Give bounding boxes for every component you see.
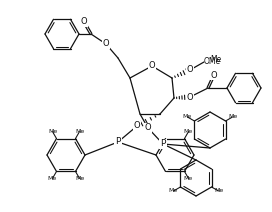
Text: O: O [187,66,193,74]
Text: Me: Me [214,188,223,194]
Text: Me: Me [210,56,221,64]
Text: O: O [187,92,193,102]
Text: Me: Me [48,176,57,181]
Text: Me: Me [184,129,193,134]
Text: O: O [149,61,155,71]
Text: Me: Me [75,176,84,181]
Text: OMe: OMe [204,57,221,67]
Text: P: P [160,139,166,148]
Text: Me: Me [183,114,192,120]
Text: Me: Me [75,129,84,134]
Text: P: P [115,138,121,146]
Text: O: O [134,121,140,131]
Text: O: O [81,18,87,26]
Text: Me: Me [228,114,237,120]
Text: O: O [103,39,109,49]
Text: O: O [211,71,217,80]
Text: Me: Me [184,176,193,181]
Text: O: O [187,66,193,74]
Text: Me: Me [48,129,57,134]
Text: Me: Me [169,188,178,194]
Text: O: O [145,124,151,132]
